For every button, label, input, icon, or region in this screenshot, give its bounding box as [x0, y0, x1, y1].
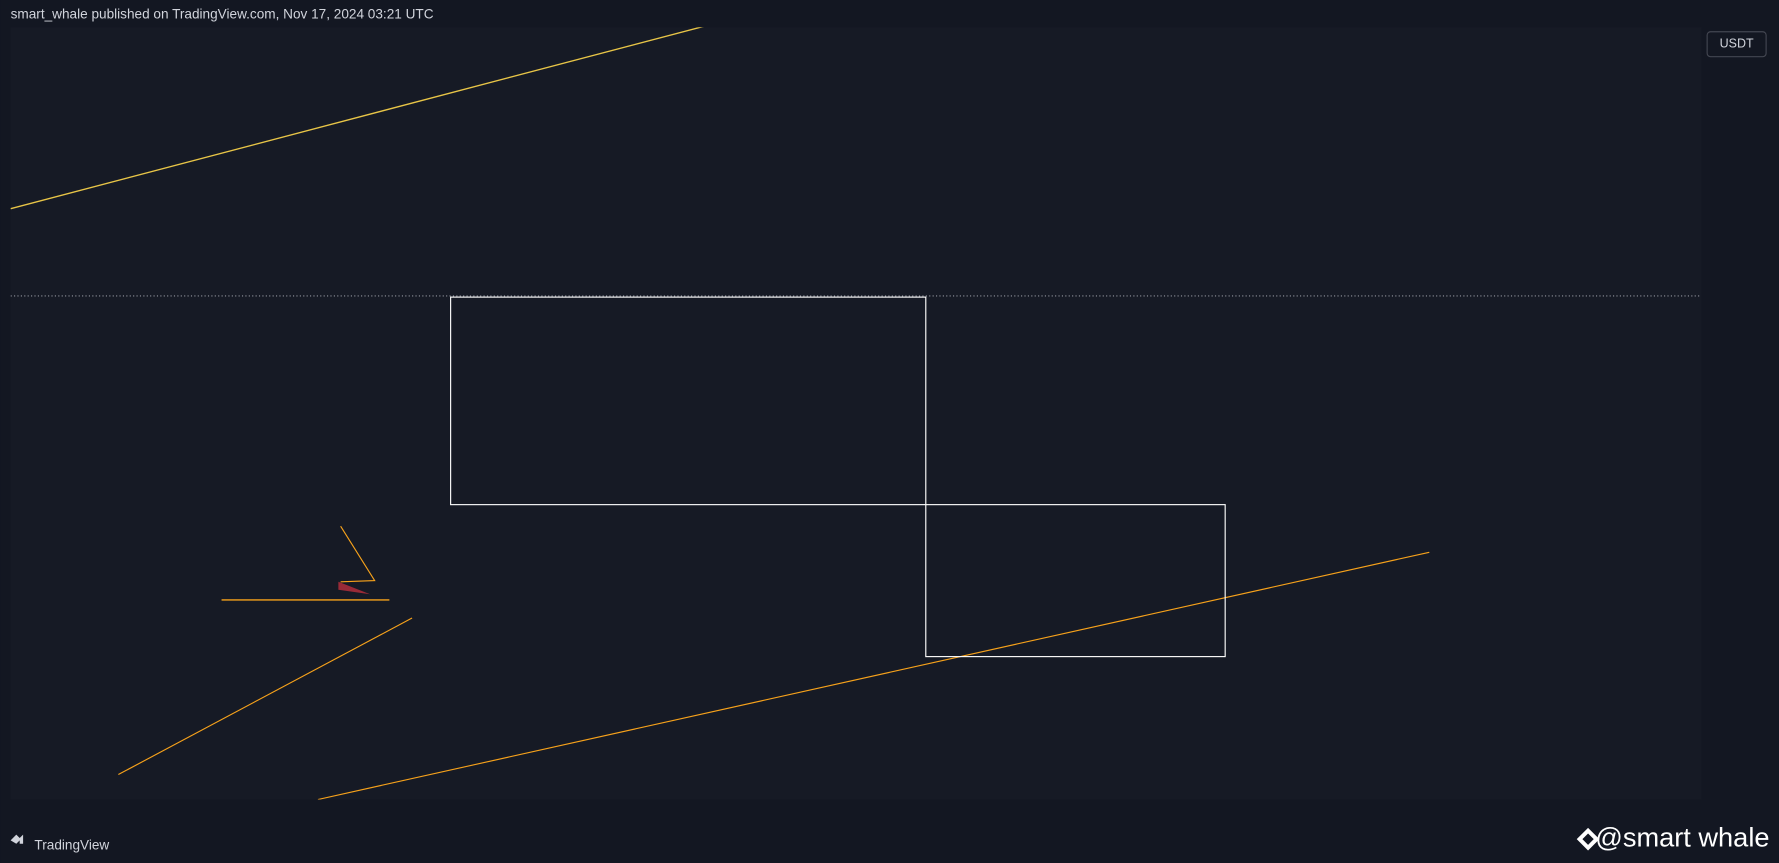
trend-line: [10, 27, 704, 210]
watermark-logo: [1576, 827, 1600, 851]
plot-area: [10, 27, 1702, 800]
range-box: [925, 504, 1226, 658]
pattern: [340, 525, 376, 583]
currency-button-label[interactable]: USDT: [1720, 37, 1754, 51]
currency-button[interactable]: [1706, 31, 1767, 58]
brand: TradingView: [34, 838, 109, 853]
watermark: @smart whale: [1595, 821, 1769, 852]
brand-logo: [10, 834, 24, 844]
drawings: [10, 27, 1702, 800]
trend-line: [118, 617, 413, 776]
range-box: [450, 296, 927, 506]
trend-line: [317, 551, 1430, 800]
header-text: smart_whale published on TradingView.com…: [11, 6, 434, 21]
